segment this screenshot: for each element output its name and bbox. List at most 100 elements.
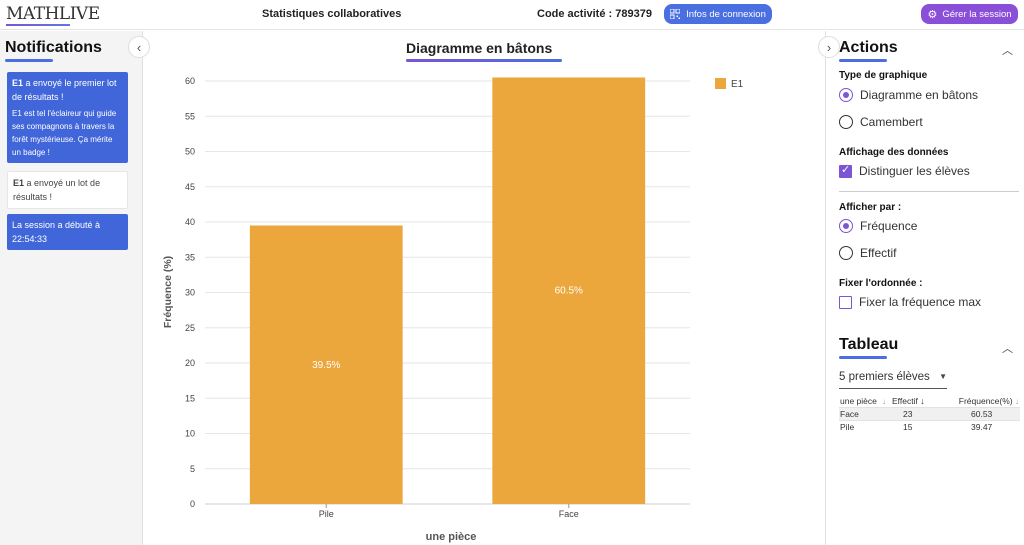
collapse-right-panel-button[interactable]: › — [818, 36, 840, 58]
y-tick-label: 0 — [190, 499, 195, 509]
y-tick-label: 45 — [185, 182, 195, 192]
qr-code-icon — [670, 9, 681, 19]
notifications-panel: Notifications E1 a envoyé le premier lot… — [0, 31, 143, 545]
y-axis-label: Fréquence (%) — [162, 256, 174, 328]
logo-text: MATHLIVE — [6, 4, 100, 24]
y-tick-label: 30 — [185, 288, 195, 298]
radio-label: Diagramme en bâtons — [860, 88, 979, 102]
y-tick-label: 55 — [185, 111, 195, 121]
column-header-frequence[interactable]: Fréquence(%) ↓ — [958, 396, 1019, 406]
manage-session-label: Gérer la session — [942, 8, 1012, 20]
notification-text: La session a débuté à 22:54:33 — [12, 220, 101, 244]
table-row: Pile 15 39.47 — [839, 420, 1020, 434]
radio-pie-chart[interactable]: Camembert — [839, 115, 923, 129]
checkbox-fix-max-frequency[interactable]: Fixer la fréquence max — [839, 295, 981, 309]
chart-title: Diagramme en bâtons — [406, 40, 553, 56]
data-display-label: Affichage des données — [839, 147, 949, 158]
logo-underline — [6, 24, 70, 26]
collapse-left-panel-button[interactable]: ‹ — [128, 36, 150, 58]
table-cell: 23 — [903, 409, 913, 419]
legend-label: E1 — [731, 79, 744, 90]
y-tick-label: 60 — [185, 76, 195, 86]
radio-unselected-icon — [839, 246, 853, 260]
notification-item: E1 a envoyé un lot de résultats ! — [7, 171, 128, 209]
sort-arrow-icon: ↓ — [1015, 397, 1019, 406]
gear-icon: ⚙ — [927, 8, 938, 21]
radio-label: Camembert — [860, 115, 923, 129]
display-by-label: Afficher par : — [839, 202, 902, 213]
chart-legend: E1 — [715, 78, 744, 90]
table-cell: Pile — [840, 422, 855, 433]
table-cell: 15 — [903, 422, 913, 433]
y-tick-label: 10 — [185, 429, 195, 439]
bar-data-label: 39.5% — [312, 360, 340, 371]
chart-title-underline — [406, 59, 562, 62]
table-cell: Face — [840, 409, 859, 419]
fix-ordinate-label: Fixer l'ordonnée : — [839, 278, 923, 289]
x-tick-label: Pile — [319, 509, 334, 519]
table-underline — [839, 356, 887, 359]
bar — [492, 77, 646, 504]
y-tick-label: 5 — [190, 464, 195, 474]
top-bar: MATHLIVE Statistiques collaboratives Cod… — [0, 0, 1024, 30]
y-tick-label: 15 — [185, 393, 195, 403]
y-tick-label: 25 — [185, 323, 195, 333]
results-table: une pièce ↓ Effectif ↓ Fréquence(%) ↓ Fa… — [839, 395, 1020, 434]
radio-selected-icon — [839, 219, 853, 233]
notification-user: E1 — [13, 178, 25, 188]
y-tick-label: 20 — [185, 358, 195, 368]
notifications-underline — [5, 59, 53, 62]
chart-type-label: Type de graphique — [839, 70, 928, 81]
column-header-piece[interactable]: une pièce — [840, 396, 877, 406]
logo: MATHLIVE — [6, 4, 100, 26]
notification-item: La session a débuté à 22:54:33 — [7, 214, 128, 250]
caret-down-icon: ▼ — [939, 372, 947, 381]
connection-info-label: Infos de connexion — [686, 8, 766, 20]
notification-text: a envoyé le premier lot de résultats ! — [12, 78, 117, 102]
checkbox-label: Distinguer les élèves — [859, 164, 970, 178]
table-cell: 39.47 — [971, 422, 993, 433]
bar-chart: 0 5 10 15 20 25 30 35 40 45 50 55 60 39.5% 60.5% Pile… — [162, 76, 744, 543]
chevron-up-icon[interactable]: ︿ — [1002, 45, 1013, 57]
y-axis-ticks: 0 5 10 15 20 25 30 35 40 45 50 55 60 — [185, 76, 195, 509]
chevron-up-icon[interactable]: ︿ — [1002, 343, 1013, 355]
checkbox-distinguish-students[interactable]: Distinguer les élèves — [839, 163, 970, 178]
radio-bar-chart[interactable]: Diagramme en bâtons — [839, 88, 978, 102]
page-title: Statistiques collaboratives — [262, 8, 402, 20]
legend-swatch — [715, 78, 726, 89]
radio-selected-icon — [839, 88, 853, 102]
connection-info-button[interactable]: Infos de connexion — [664, 4, 772, 24]
checkbox-unchecked-icon — [839, 295, 852, 309]
x-axis-ticks: Pile Face — [319, 504, 579, 519]
chevron-left-icon: ‹ — [136, 39, 142, 55]
x-axis-label: une pièce — [426, 531, 477, 543]
bar-data-label: 60.5% — [555, 286, 583, 297]
x-tick-label: Face — [559, 509, 579, 519]
manage-session-button[interactable]: ⚙ Gérer la session — [921, 4, 1018, 24]
activity-code: Code activité : 789379 — [537, 8, 652, 20]
y-tick-label: 35 — [185, 252, 195, 262]
table-row: Face 23 60.53 — [839, 407, 1020, 421]
table-cell: 60.53 — [971, 409, 993, 419]
y-tick-label: 50 — [185, 147, 195, 157]
bar — [249, 225, 403, 504]
divider — [839, 191, 1019, 192]
actions-title: Actions — [839, 39, 898, 56]
radio-frequency[interactable]: Fréquence — [839, 219, 917, 233]
checkbox-checked-icon — [839, 163, 852, 178]
column-header-effectif[interactable]: Effectif ↓ — [892, 396, 925, 406]
sort-arrow-icon[interactable]: ↓ — [882, 397, 886, 406]
radio-count[interactable]: Effectif — [839, 246, 896, 260]
table-title: Tableau — [839, 336, 899, 353]
radio-label: Effectif — [860, 246, 897, 260]
chevron-right-icon: › — [826, 39, 832, 55]
chart-bars: 39.5% 60.5% — [249, 77, 646, 504]
sort-arrow-active-icon: ↓ — [920, 396, 925, 406]
notification-subtext: E1 est tel l'éclaireur qui guide ses com… — [12, 109, 117, 157]
students-select-value: 5 premiers élèves — [839, 371, 930, 383]
students-select[interactable]: 5 premiers élèves ▼ — [839, 371, 947, 389]
notification-item: E1 a envoyé le premier lot de résultats … — [7, 72, 128, 163]
y-tick-label: 40 — [185, 217, 195, 227]
notification-user: E1 — [12, 78, 24, 88]
radio-label: Fréquence — [860, 219, 918, 233]
